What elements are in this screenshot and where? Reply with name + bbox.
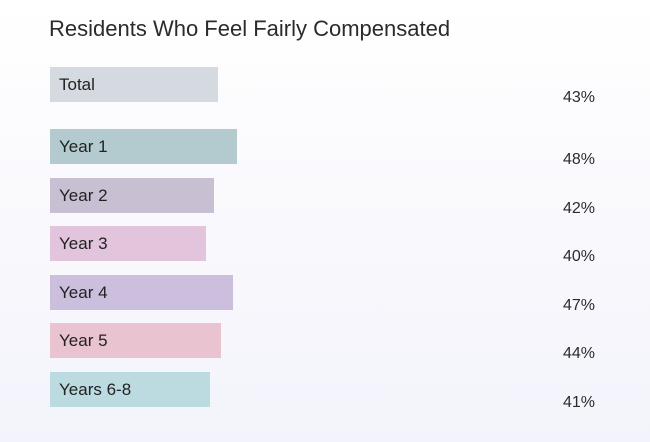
bar-year-5: Year 5 <box>50 323 222 358</box>
bar-label: Years 6-8 <box>59 380 132 399</box>
bar-value-label: 47% <box>562 297 595 314</box>
bar-label: Total <box>59 75 95 94</box>
bar-label: Year 4 <box>59 283 108 302</box>
bar-value-label: 48% <box>562 151 595 168</box>
chart-title: Residents Who Feel Fairly Compensated <box>49 16 451 41</box>
bar-year-2: Year 2 <box>50 178 214 213</box>
bar-value-label: 44% <box>562 345 595 362</box>
bar-value-label: 42% <box>562 200 595 217</box>
bar-label: Year 2 <box>59 186 108 205</box>
bar-label: Year 5 <box>59 331 108 350</box>
bar-value-label: 40% <box>562 248 595 265</box>
bar-year-4: Year 4 <box>50 275 234 310</box>
bar-year-1: Year 1 <box>50 129 237 164</box>
bar-label: Year 1 <box>59 137 108 156</box>
bar-value-label: 41% <box>562 394 595 411</box>
bar-total: Total <box>50 67 218 102</box>
bar-value-label: 43% <box>562 89 595 106</box>
bar-years-6-8: Years 6-8 <box>50 372 210 407</box>
bar-year-3: Year 3 <box>50 226 206 261</box>
bar-label: Year 3 <box>59 234 108 253</box>
